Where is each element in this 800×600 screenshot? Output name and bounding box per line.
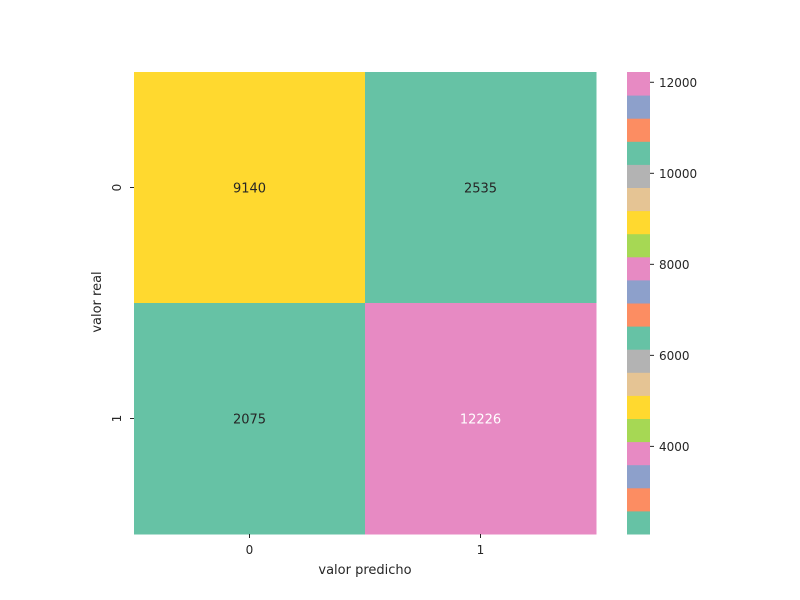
y-tick-label: 1	[110, 415, 124, 423]
cell-value-label: 2535	[464, 182, 497, 197]
heatmap-cells	[134, 72, 597, 535]
y-axis-label: valor real	[90, 271, 105, 332]
colorbar-ticks: 4000 6000 8000 10000 12000	[650, 76, 697, 454]
colorbar-band	[627, 141, 650, 165]
cell-value-label: 2075	[233, 413, 266, 428]
y-axis-ticks: 01	[110, 184, 134, 423]
colorbar-band	[627, 233, 650, 258]
colorbar-band	[627, 256, 650, 281]
heatmap-cell-1-1	[365, 303, 597, 535]
x-tick-label: 1	[477, 543, 485, 557]
y-tick-label: 0	[110, 184, 124, 192]
colorbar-band	[627, 441, 650, 466]
colorbar-band	[627, 418, 650, 443]
colorbar-band	[627, 487, 650, 512]
cell-value-label: 12226	[460, 413, 501, 428]
colorbar-band	[627, 349, 650, 373]
x-tick-label: 0	[246, 543, 254, 557]
colorbar-band	[627, 303, 650, 327]
colorbar-band	[627, 118, 650, 142]
x-axis-label: valor predicho	[318, 563, 411, 578]
colorbar-tick-label: 8000	[659, 258, 690, 272]
heatmap-cell-labels: 9140 2535 2075 12226	[233, 182, 501, 428]
colorbar-band	[627, 326, 650, 350]
colorbar-band	[627, 464, 650, 489]
colorbar-tick-label: 6000	[659, 349, 690, 363]
colorbar-band	[627, 72, 650, 96]
colorbar-band	[627, 510, 650, 535]
colorbar-band	[627, 279, 650, 304]
colorbar-band	[627, 395, 650, 419]
colorbar-band	[627, 187, 650, 212]
colorbar-band	[627, 210, 650, 235]
colorbar-tick-label: 12000	[659, 76, 697, 90]
heatmap-cell-0-0	[134, 72, 366, 304]
cell-value-label: 9140	[233, 182, 266, 197]
colorbar-band	[627, 372, 650, 396]
colorbar	[627, 72, 650, 535]
colorbar-band	[627, 164, 650, 188]
colorbar-tick-label: 4000	[659, 440, 690, 454]
heatmap-cell-1-0	[134, 303, 366, 535]
colorbar-tick-label: 10000	[659, 167, 697, 181]
heatmap-cell-0-1	[365, 72, 597, 304]
colorbar-band	[627, 95, 650, 119]
